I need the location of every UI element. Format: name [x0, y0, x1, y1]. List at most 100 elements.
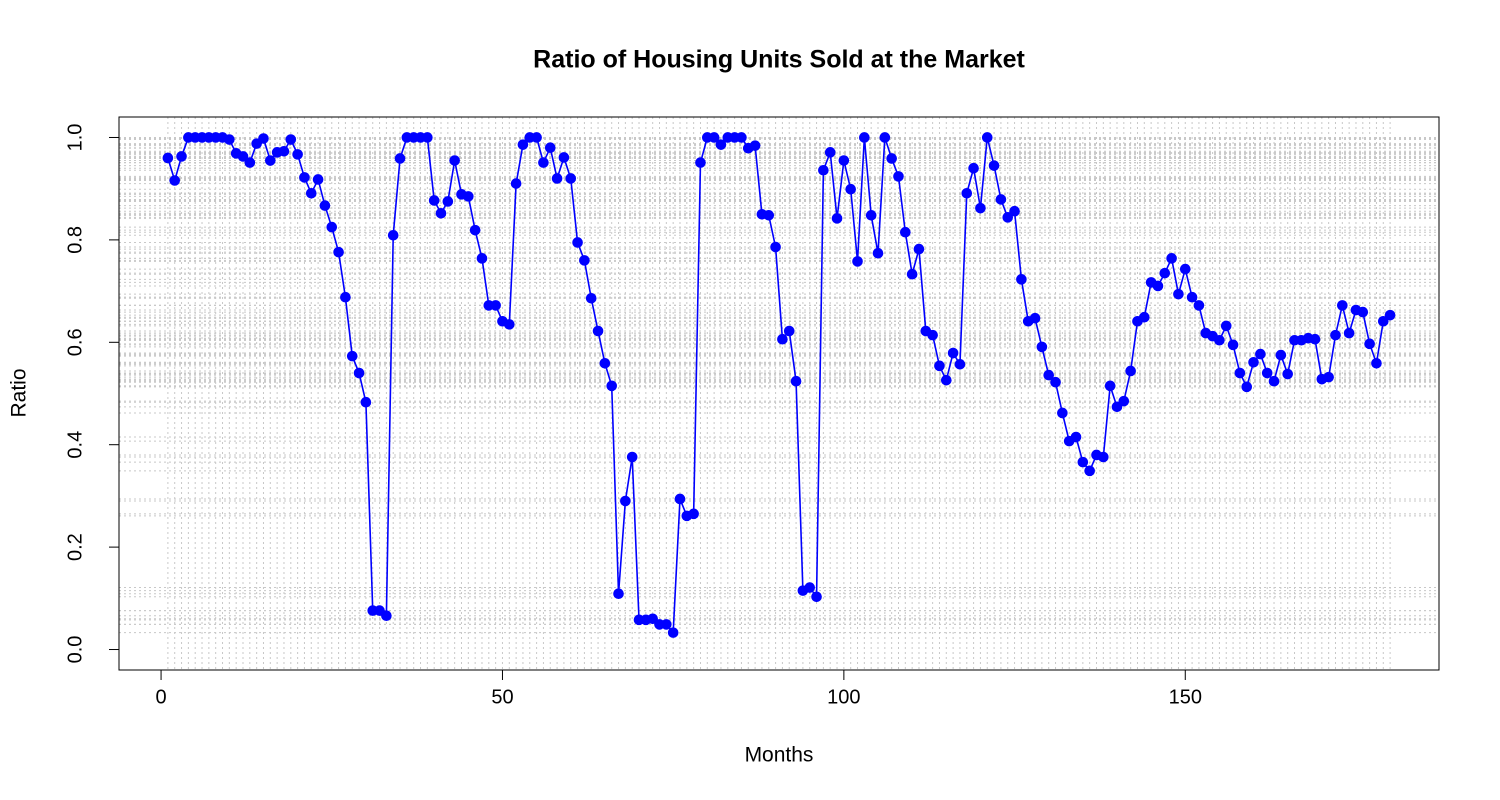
data-point	[1234, 367, 1246, 379]
data-point	[435, 207, 447, 219]
data-point	[476, 253, 488, 264]
data-point	[463, 191, 474, 202]
data-point	[585, 292, 597, 304]
data-point	[1070, 431, 1082, 443]
data-point	[845, 183, 856, 195]
data-point	[381, 610, 392, 622]
data-point	[940, 374, 952, 386]
data-point	[906, 268, 918, 280]
x-tick-label: 50	[491, 686, 513, 708]
data-point	[353, 367, 365, 379]
grid	[119, 117, 1439, 670]
data-point	[893, 171, 904, 182]
data-point	[333, 246, 344, 258]
data-point	[162, 152, 174, 164]
data-point	[510, 178, 522, 189]
data-point	[428, 195, 440, 206]
data-point	[531, 132, 542, 143]
data-point	[1084, 465, 1095, 477]
data-point	[244, 157, 256, 168]
data-point	[224, 134, 235, 145]
data-point	[872, 247, 884, 259]
data-point	[1152, 280, 1164, 292]
data-point	[565, 173, 577, 184]
data-point	[1275, 349, 1287, 361]
data-point	[1016, 274, 1027, 285]
data-point	[1193, 300, 1205, 311]
data-point	[1214, 334, 1225, 346]
data-point	[708, 132, 720, 143]
data-point	[981, 132, 993, 143]
data-point	[1241, 381, 1253, 393]
data-point	[674, 493, 686, 505]
data-point	[749, 140, 761, 151]
data-point	[865, 210, 877, 221]
y-tick-label: 1.0	[64, 124, 86, 152]
data-point	[947, 347, 959, 359]
data-point	[312, 174, 324, 185]
data-point	[927, 329, 938, 341]
data-point	[299, 172, 310, 183]
data-point	[258, 133, 269, 144]
data-point	[592, 325, 604, 337]
data-point	[913, 243, 925, 255]
data-point	[176, 151, 187, 162]
data-point	[879, 132, 891, 143]
data-point	[1186, 291, 1198, 303]
data-point	[763, 210, 775, 221]
data-point	[715, 139, 727, 150]
data-point	[886, 153, 897, 164]
data-point	[1343, 327, 1355, 339]
data-point	[1139, 311, 1150, 323]
y-tick-label: 0.8	[64, 226, 86, 254]
data-point	[1173, 288, 1184, 300]
data-point	[777, 333, 788, 345]
data-point	[551, 173, 563, 184]
series-line	[167, 136, 1391, 635]
data-point	[995, 194, 1007, 205]
data-point	[394, 153, 406, 164]
data-point	[661, 619, 672, 630]
data-point	[1050, 376, 1061, 388]
data-point	[169, 175, 181, 186]
data-point	[900, 226, 911, 238]
data-point	[1036, 341, 1048, 353]
data-point	[579, 255, 590, 266]
data-point	[831, 213, 843, 224]
data-point	[1227, 339, 1239, 351]
data-point	[1282, 368, 1293, 380]
data-point	[1118, 395, 1130, 407]
data-point	[1268, 375, 1280, 387]
data-point	[1364, 338, 1375, 350]
data-point	[360, 396, 372, 408]
data-point	[626, 451, 638, 463]
y-tick-label: 0.0	[64, 636, 86, 664]
y-tick-label: 0.4	[64, 431, 86, 459]
data-point	[838, 155, 850, 166]
data-point	[346, 350, 358, 362]
data-point	[1009, 205, 1020, 217]
data-point	[804, 582, 816, 593]
data-point	[818, 164, 829, 176]
data-point	[237, 151, 249, 162]
plot-frame	[118, 116, 1440, 671]
data-point	[1248, 356, 1259, 368]
data-point	[305, 187, 317, 199]
data-point	[613, 588, 624, 600]
data-point	[688, 508, 699, 520]
data-point	[824, 147, 836, 158]
data-point	[1104, 380, 1116, 392]
data-point	[975, 202, 986, 214]
data-point	[1261, 367, 1273, 379]
data-point	[1330, 329, 1341, 341]
y-tick-label: 0.2	[64, 533, 86, 561]
data-point	[1384, 309, 1396, 321]
data-point	[606, 380, 618, 392]
y-axis-label: Ratio	[8, 368, 31, 417]
data-point	[469, 224, 481, 236]
data-point	[278, 146, 290, 157]
data-point	[558, 152, 570, 163]
data-point	[934, 360, 945, 372]
data-point	[319, 200, 331, 211]
data-point	[1337, 300, 1348, 311]
